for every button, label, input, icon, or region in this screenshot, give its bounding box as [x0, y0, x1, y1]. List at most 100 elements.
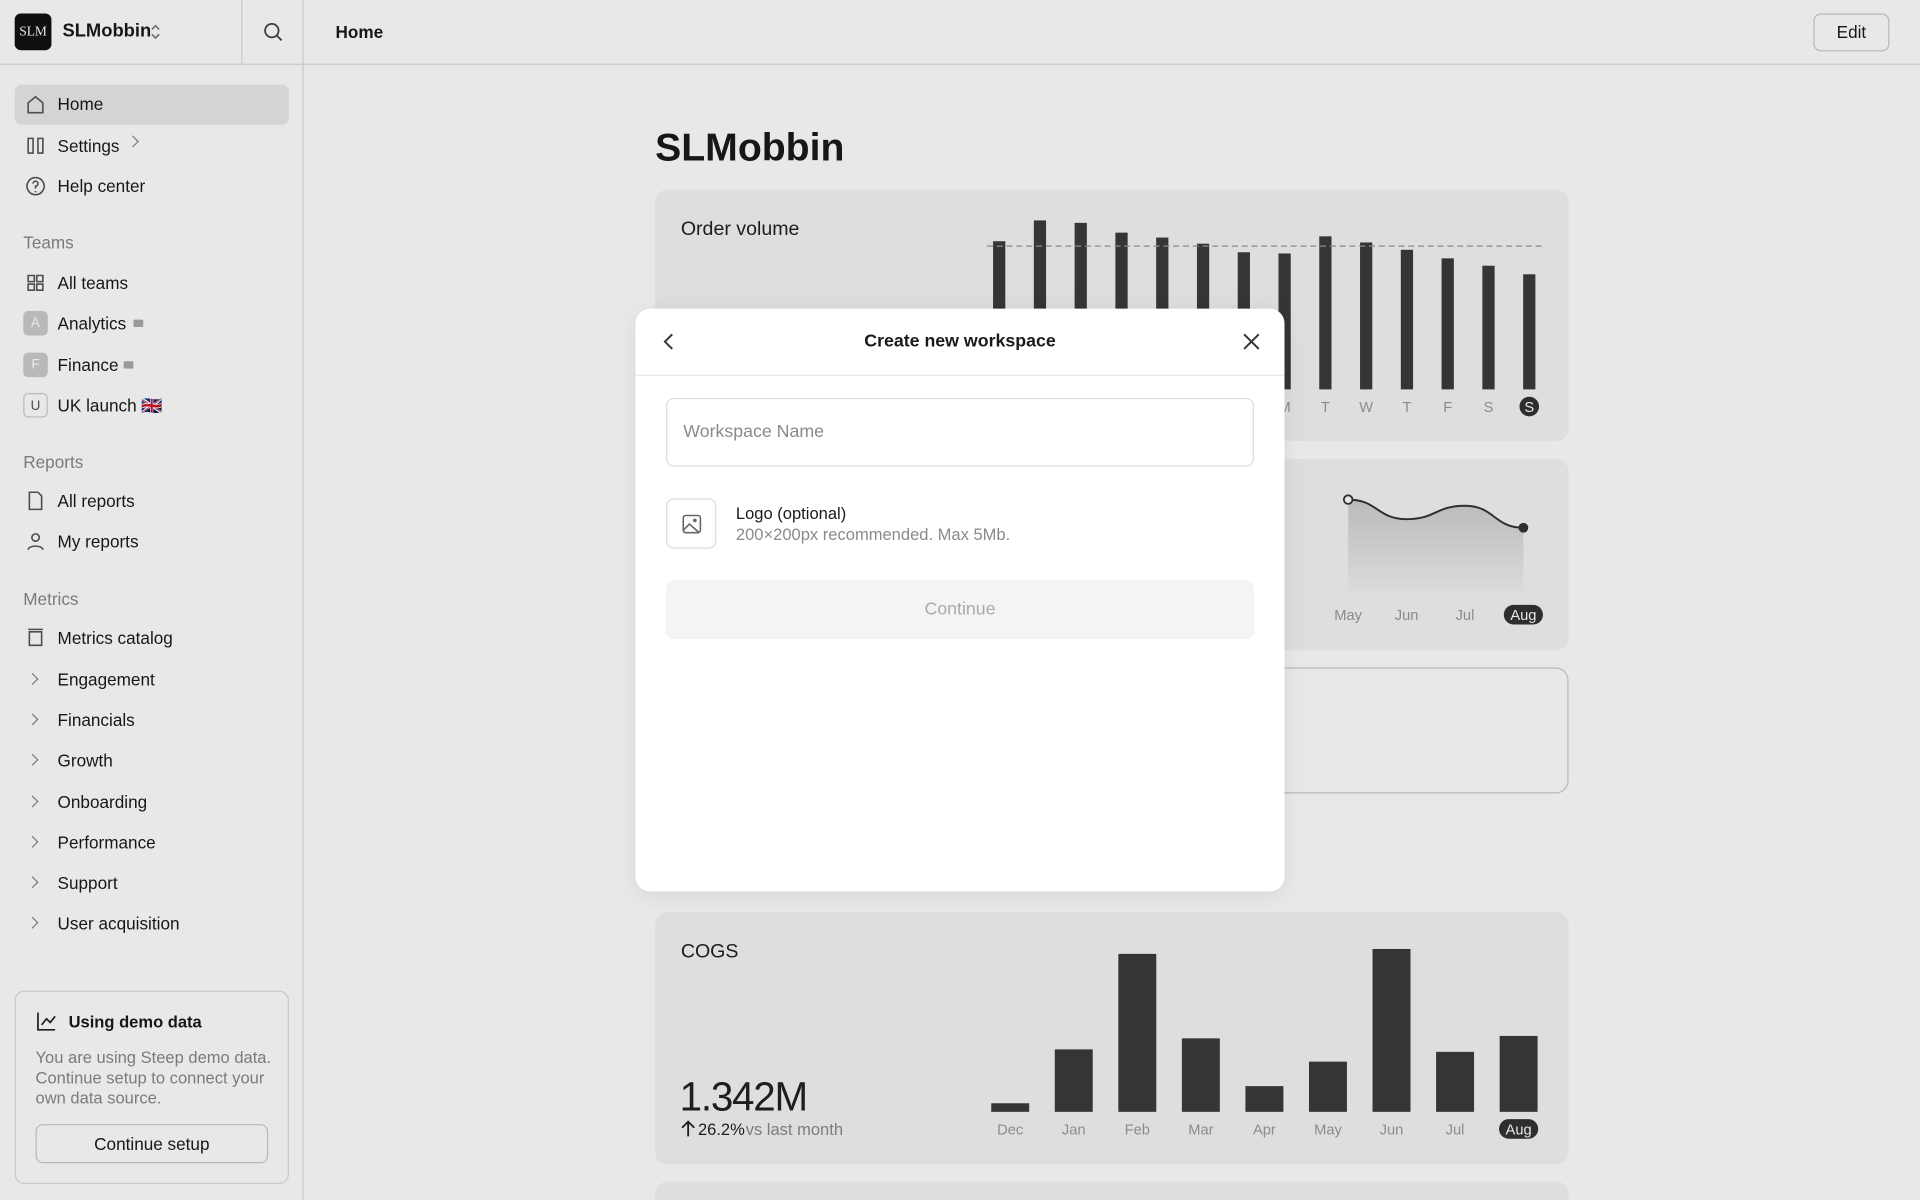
kpi-value: 1.342M	[680, 1074, 807, 1120]
kpi-note: vs last month	[746, 1120, 843, 1139]
section-title: Metrics	[23, 588, 79, 609]
line	[1348, 498, 1524, 529]
bar	[1372, 948, 1411, 1112]
nav-icon	[26, 176, 45, 196]
x-tick-label: S	[1484, 400, 1494, 416]
active-nav-bg	[14, 84, 289, 125]
x-tick-label: Aug	[1510, 608, 1536, 624]
bar	[1245, 1086, 1284, 1112]
nav-item[interactable]: Growth	[57, 751, 113, 771]
x-tick-label: Jun	[1395, 608, 1419, 624]
x-tick-label: Jul	[1446, 1122, 1465, 1138]
bar	[1181, 1038, 1220, 1112]
bar	[1360, 242, 1373, 390]
demo-box	[14, 990, 289, 1185]
x-tick-label: Feb	[1125, 1122, 1150, 1138]
header-divider	[0, 63, 1920, 65]
x-tick-label: Dec	[997, 1122, 1023, 1138]
x-tick-label: T	[1402, 400, 1411, 416]
divider	[635, 374, 1285, 376]
x-tick-label: Jan	[1062, 1122, 1086, 1138]
nav-item[interactable]: Home	[57, 94, 104, 114]
nav-item[interactable]: My reports	[57, 531, 139, 552]
up-arrow	[681, 1120, 695, 1137]
bar	[1499, 1035, 1538, 1112]
sidebar	[0, 0, 304, 1200]
demo-text: You are using Steep demo data. Continue …	[35, 1048, 272, 1107]
chevron-updown	[151, 24, 160, 40]
bar	[1436, 1051, 1475, 1112]
page-title: SLMobbin	[655, 124, 845, 169]
point	[1342, 494, 1354, 505]
bar	[991, 1103, 1030, 1112]
modal: Create new workspace Workspace Name Logo…	[635, 308, 1285, 892]
day-highlight	[1519, 396, 1540, 417]
kpi-change: 26.2%	[698, 1120, 745, 1139]
divider	[241, 0, 243, 64]
card-title: COGS	[681, 941, 739, 963]
card-title: Order volume	[681, 218, 800, 240]
bar	[1118, 953, 1157, 1112]
logo-hint: 200×200px recommended. Max 5Mb.	[735, 525, 1011, 544]
nav-item[interactable]: Settings	[57, 135, 120, 156]
nav-item[interactable]: Analytics	[57, 313, 127, 334]
section-title: Teams	[23, 232, 74, 253]
bar	[1308, 1061, 1347, 1112]
team-avatar: F	[23, 352, 48, 377]
workspace-name[interactable]: SLMobbin	[62, 20, 152, 42]
label-highlight	[1503, 604, 1543, 625]
section-title: Reports	[23, 451, 84, 472]
card	[655, 1181, 1569, 1200]
nav-item[interactable]: All teams	[57, 273, 129, 293]
x-tick-label: S	[1524, 400, 1534, 416]
continue-button[interactable]: Continue	[666, 580, 1254, 640]
logo-upload[interactable]	[666, 498, 717, 549]
bar	[1523, 274, 1536, 390]
nav-item[interactable]: Help center	[57, 176, 146, 196]
workspace-logo[interactable]: SLM	[14, 13, 52, 51]
x-tick-label: T	[1321, 400, 1330, 416]
nav-item[interactable]: Finance	[57, 354, 119, 375]
close-button[interactable]	[1243, 333, 1260, 350]
nav-item[interactable]: Onboarding	[57, 791, 148, 812]
nav-item[interactable]: Engagement	[57, 669, 155, 690]
point	[1518, 522, 1529, 533]
x-tick-label: Jun	[1380, 1122, 1404, 1138]
x-tick-label: May	[1314, 1122, 1342, 1138]
x-tick-label: May	[1334, 608, 1362, 624]
nav-item[interactable]: Financials	[57, 710, 135, 731]
lock-icon	[123, 360, 134, 369]
nav-icon	[27, 137, 44, 154]
logo-title: Logo (optional)	[735, 504, 847, 523]
modal-title: Create new workspace	[864, 331, 1056, 352]
nav-item[interactable]: Performance	[57, 832, 156, 852]
nav-icon	[27, 274, 44, 292]
back-button[interactable]	[660, 332, 677, 352]
x-tick-label: Aug	[1506, 1122, 1532, 1138]
nav-icon	[28, 491, 43, 511]
chart-icon	[37, 1012, 56, 1031]
image-icon	[682, 514, 702, 534]
nav-icon	[27, 533, 44, 551]
search-icon[interactable]	[262, 21, 284, 43]
nav-item[interactable]: Support	[57, 873, 118, 893]
lock-icon	[133, 319, 144, 328]
nav-item[interactable]: User acquisition	[57, 913, 180, 934]
bar	[1054, 1049, 1093, 1112]
label-highlight	[1499, 1119, 1539, 1139]
x-tick-label: Jul	[1456, 608, 1475, 624]
team-avatar: U	[23, 392, 48, 418]
x-tick-label: W	[1359, 400, 1373, 416]
demo-title: Using demo data	[68, 1012, 202, 1032]
workspace-name-input[interactable]: Workspace Name	[666, 397, 1254, 467]
bar	[1482, 265, 1495, 390]
nav-item[interactable]: Metrics catalog	[57, 628, 173, 648]
nav-item[interactable]: UK launch 🇬🇧	[57, 395, 163, 415]
continue-setup-button[interactable]: Continue setup	[35, 1124, 269, 1164]
nav-icon	[27, 95, 44, 114]
nav-item[interactable]: All reports	[57, 491, 135, 511]
bar	[1319, 236, 1332, 390]
x-tick-label: Apr	[1253, 1122, 1276, 1138]
edit-button[interactable]: Edit	[1813, 13, 1890, 52]
